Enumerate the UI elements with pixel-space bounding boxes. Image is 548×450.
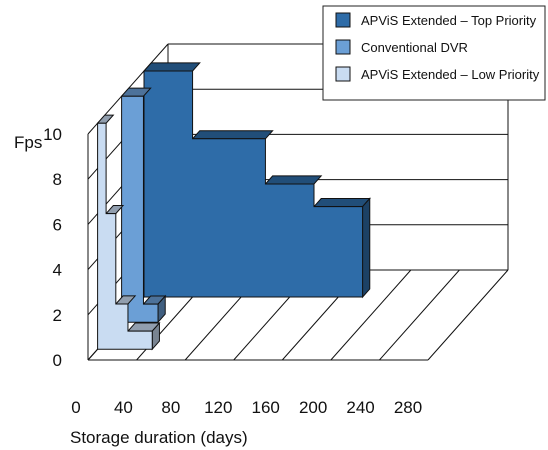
- y-axis-ticks: 0 2 4 6 8 10: [43, 125, 62, 370]
- legend-swatch-2: [335, 66, 351, 82]
- series-0-top-face: [142, 62, 201, 72]
- grid-line-x: [379, 269, 460, 361]
- series-0-front-face: [143, 70, 364, 298]
- y-tick-label: 2: [53, 306, 62, 325]
- y-tick-label: 6: [53, 215, 62, 234]
- x-axis-title: Storage duration (days): [70, 428, 248, 447]
- y-tick-label: 0: [53, 351, 62, 370]
- series-2-front-face: [97, 122, 153, 350]
- legend-label-0: APViS Extended – Top Priority: [361, 13, 537, 28]
- series-0-top-face: [191, 130, 274, 140]
- legend-swatch-0: [335, 12, 351, 28]
- series-1-ribbon: [120, 87, 167, 324]
- y-tick-label: 8: [53, 170, 62, 189]
- series-0-end-cap: [362, 197, 371, 299]
- series-2-top-face: [104, 205, 125, 215]
- legend-box: [322, 5, 546, 101]
- x-tick-label: 0: [71, 398, 80, 417]
- series-2-top-face: [96, 114, 115, 124]
- grid-line-x: [427, 269, 509, 361]
- series-0-ribbon: [142, 62, 371, 299]
- y-tick-label: 4: [53, 261, 62, 280]
- series-0-top-face: [312, 198, 371, 208]
- x-tick-label: 160: [252, 398, 280, 417]
- legend-swatch-1: [335, 39, 351, 55]
- x-tick-label: 280: [394, 398, 422, 417]
- legend-label-2: APViS Extended – Low Priority: [361, 67, 540, 82]
- x-tick-label: 200: [299, 398, 327, 417]
- x-tick-label: 120: [204, 398, 232, 417]
- legend-items: APViS Extended – Top Priority Conventiona…: [335, 12, 540, 82]
- legend-label-1: Conventional DVR: [361, 40, 468, 55]
- y-tick-label: 10: [43, 125, 62, 144]
- x-tick-label: 80: [161, 398, 180, 417]
- chart-ribbons: [96, 62, 371, 351]
- series-2-ribbon: [96, 114, 161, 351]
- series-0-top-face: [264, 175, 323, 185]
- x-tick-label: 240: [346, 398, 374, 417]
- x-axis-ticks: 0 40 80 120 160 200 240 280: [71, 398, 422, 417]
- y-axis-title: Fps: [14, 133, 42, 152]
- legend: APViS Extended – Top Priority Conventiona…: [322, 5, 546, 101]
- grid-line-x: [330, 269, 412, 361]
- x-tick-label: 40: [114, 398, 133, 417]
